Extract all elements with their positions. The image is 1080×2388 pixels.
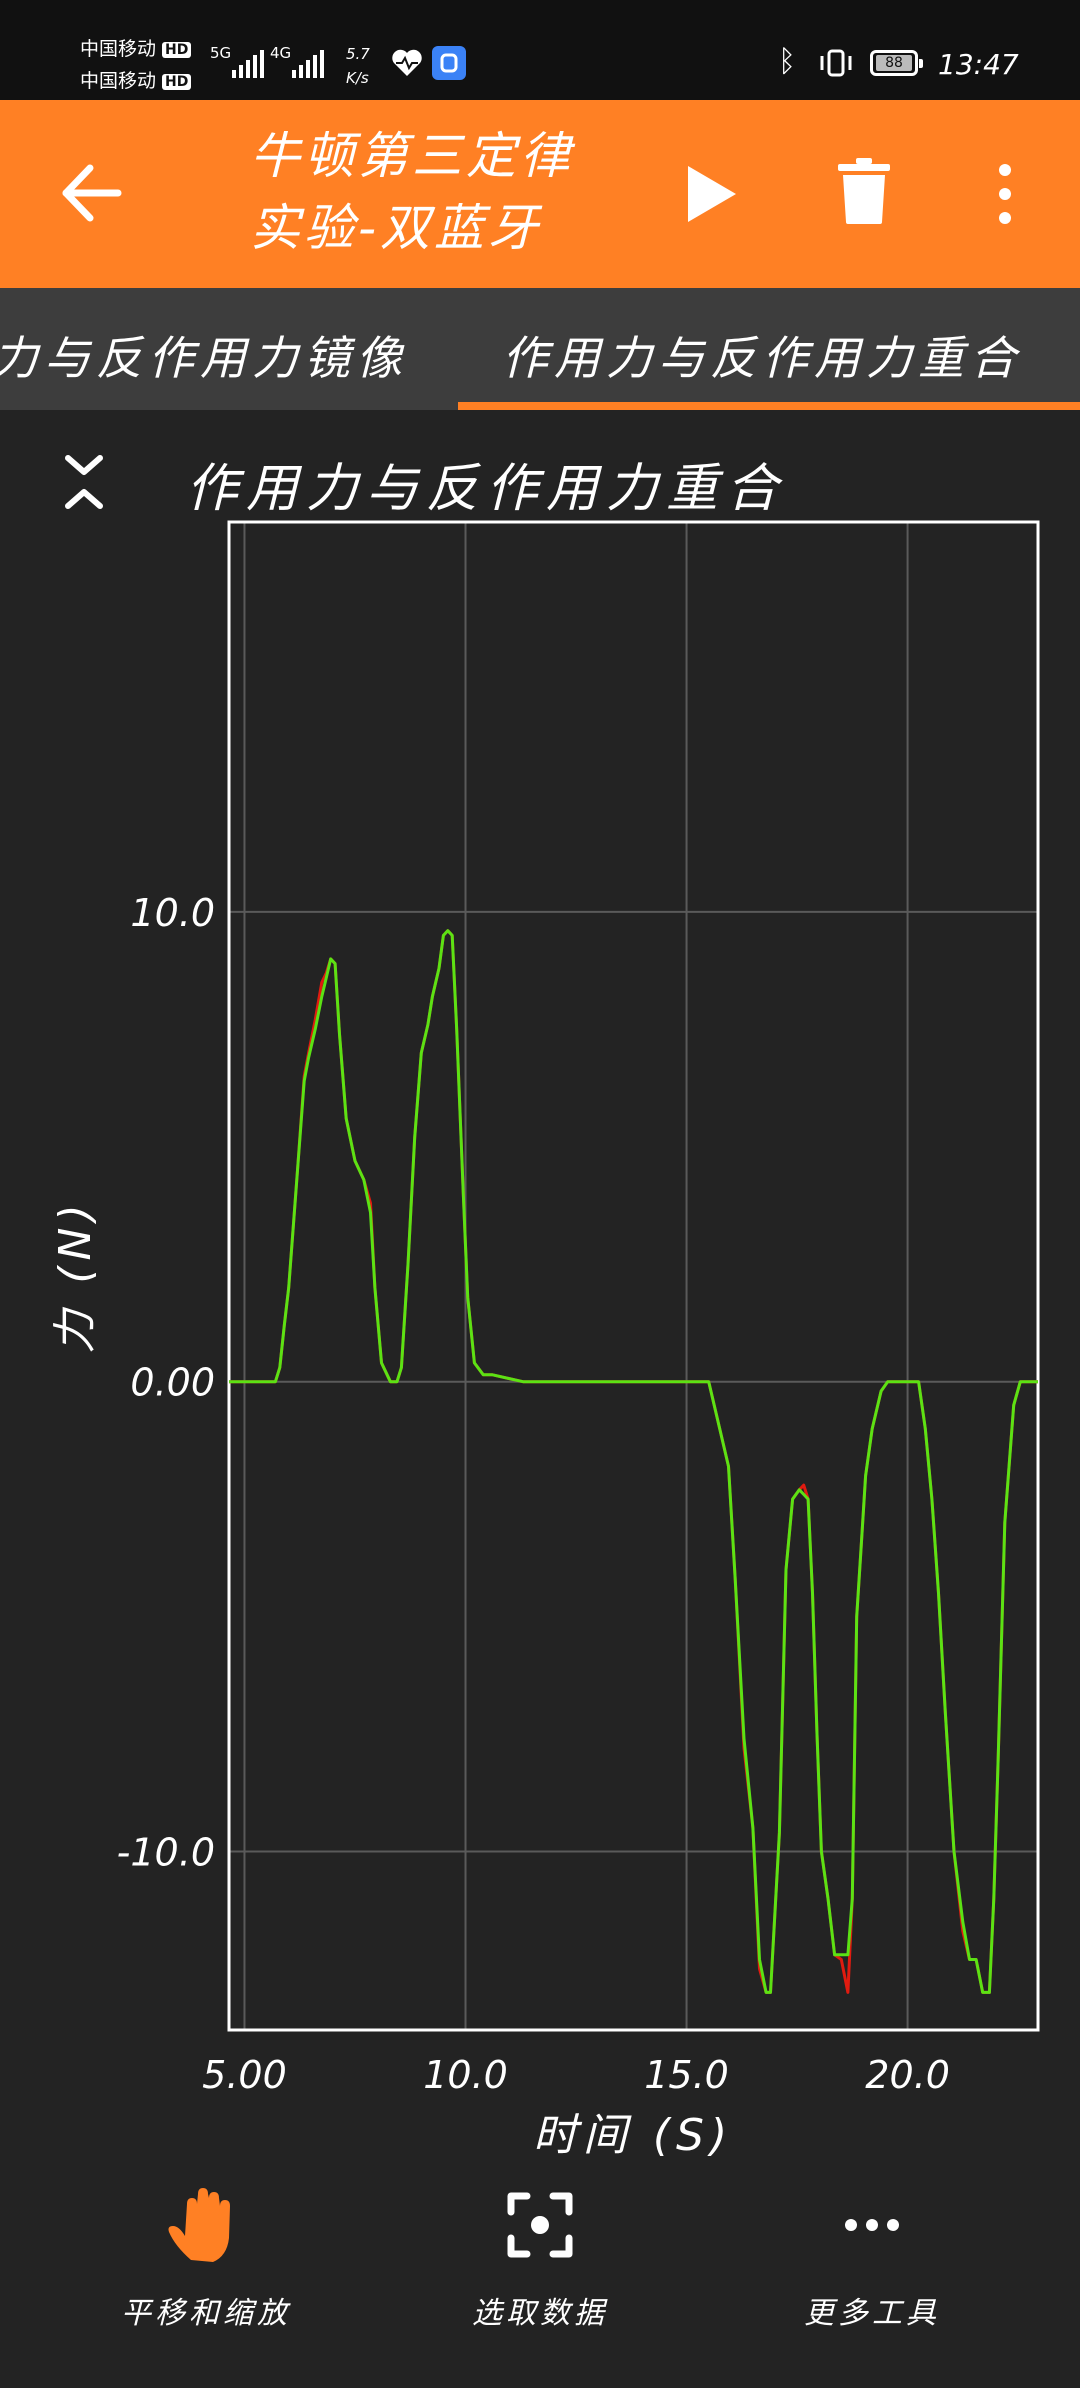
y-tick-label: -10.0 — [117, 1830, 215, 1874]
carrier-1: 中国移动 HD — [80, 34, 192, 61]
series-line-red — [229, 929, 1038, 1994]
tab-indicator — [458, 402, 1080, 410]
health-heart-icon — [392, 49, 422, 76]
x-tick-label: 20.0 — [865, 2053, 950, 2097]
bottom-toolbar: 平移和缩放 选取数据 更多工具 — [0, 2180, 1080, 2388]
signal-bars-icon — [232, 50, 264, 78]
y-tick-labels: 10.0 0.00 -10.0 — [117, 891, 215, 1875]
series-line-green — [229, 929, 1038, 1994]
hd-badge: HD — [162, 73, 192, 90]
y-axis-label: 力 (N) — [50, 1198, 101, 1353]
chart-title: 作用力与反作用力重合 — [186, 459, 787, 519]
pan-zoom-label: 平移和缩放 — [121, 2296, 291, 2331]
app-notification-icon — [432, 46, 466, 80]
pan-zoom-button[interactable]: 平移和缩放 — [76, 2180, 336, 2332]
tab-mirror[interactable]: 力与反作用力镜像 — [0, 331, 408, 385]
battery-icon: 88 — [870, 50, 923, 76]
trash-icon[interactable] — [836, 156, 892, 226]
chart-grid — [229, 522, 1038, 2030]
x-tick-label: 10.0 — [423, 2053, 508, 2097]
plot-frame — [227, 520, 1040, 2032]
y-tick-label: 10.0 — [130, 891, 215, 935]
more-horizontal-icon — [845, 2219, 899, 2231]
vibrate-icon — [820, 49, 852, 77]
collapse-chevrons-icon[interactable] — [62, 452, 106, 512]
x-axis-label: 时间 (S) — [533, 2110, 733, 2161]
hand-icon — [168, 2188, 230, 2262]
network-speed: 5.7 K/s — [346, 45, 370, 87]
more-tools-label: 更多工具 — [804, 2296, 940, 2331]
status-bar: 中国移动 HD 中国移动 HD 5G 4G 5.7 K/s ᛒ 88 13:47 — [0, 0, 1080, 100]
more-tools-button[interactable]: 更多工具 — [742, 2180, 1002, 2332]
network-4g-label: 4G — [270, 44, 292, 62]
page-title-line-2: 实验-双蓝牙 — [250, 199, 543, 257]
bluetooth-icon: ᛒ — [778, 44, 796, 79]
select-data-button[interactable]: 选取数据 — [410, 2180, 670, 2332]
x-tick-label: 15.0 — [644, 2053, 729, 2097]
tab-bar: 力与反作用力镜像 作用力与反作用力重合 — [0, 288, 1080, 410]
signal-bars-icon — [292, 50, 324, 78]
x-tick-label: 5.00 — [202, 2053, 287, 2097]
more-vertical-icon[interactable] — [985, 162, 1025, 226]
page-title-line-1: 牛顿第三定律 — [250, 127, 574, 185]
page-title: 牛顿第三定律 实验-双蓝牙 — [250, 120, 640, 264]
arrow-left-icon[interactable] — [58, 158, 128, 228]
app-bar: 牛顿第三定律 实验-双蓝牙 — [0, 100, 1080, 288]
x-tick-labels: 5.00 10.0 15.0 20.0 — [202, 2053, 950, 2097]
hd-badge: HD — [162, 41, 192, 58]
clock: 13:47 — [938, 48, 1019, 81]
play-icon[interactable] — [680, 162, 740, 226]
chart-series — [229, 929, 1038, 1994]
carrier-2: 中国移动 HD — [80, 66, 192, 93]
select-data-label: 选取数据 — [472, 2296, 608, 2331]
select-frame-icon — [507, 2192, 573, 2258]
y-tick-label: 0.00 — [130, 1361, 215, 1405]
network-5g-label: 5G — [210, 44, 232, 62]
tab-overlap[interactable]: 作用力与反作用力重合 — [502, 331, 1022, 385]
